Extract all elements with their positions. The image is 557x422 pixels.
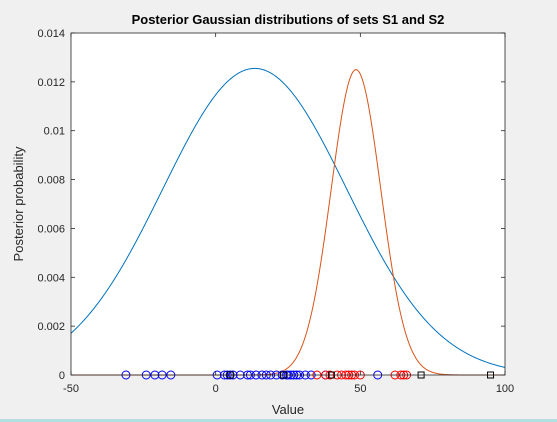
y-axis-ticks: 0 0.002 0.004 0.006 0.008 0.01 0.012 0.014 [37, 28, 505, 382]
x-tick-label: 50 [354, 383, 366, 395]
y-tick-label: 0.014 [37, 28, 65, 40]
y-tick-label: 0 [59, 370, 65, 382]
window-bottom-strip [0, 419, 557, 422]
y-tick-label: 0.01 [44, 126, 65, 138]
chart-title: Posterior Gaussian distributions of sets… [132, 12, 445, 27]
x-axis-ticks: -50 0 50 100 [63, 33, 514, 395]
y-tick-label: 0.012 [37, 77, 65, 89]
plot-area [71, 33, 505, 375]
x-axis-label: Value [272, 402, 304, 417]
axes-box [70, 32, 506, 376]
x-tick-label: 100 [496, 383, 514, 395]
y-tick-label: 0.002 [37, 321, 65, 333]
y-tick-label: 0.004 [37, 272, 65, 284]
gaussian-curve-1 [70, 67, 506, 368]
x-tick-label: 0 [213, 383, 219, 395]
x-tick-label: -50 [63, 383, 79, 395]
y-tick-label: 0.006 [37, 223, 65, 235]
y-axis-label: Posterior probability [11, 146, 26, 261]
y-tick-label: 0.008 [37, 175, 65, 187]
